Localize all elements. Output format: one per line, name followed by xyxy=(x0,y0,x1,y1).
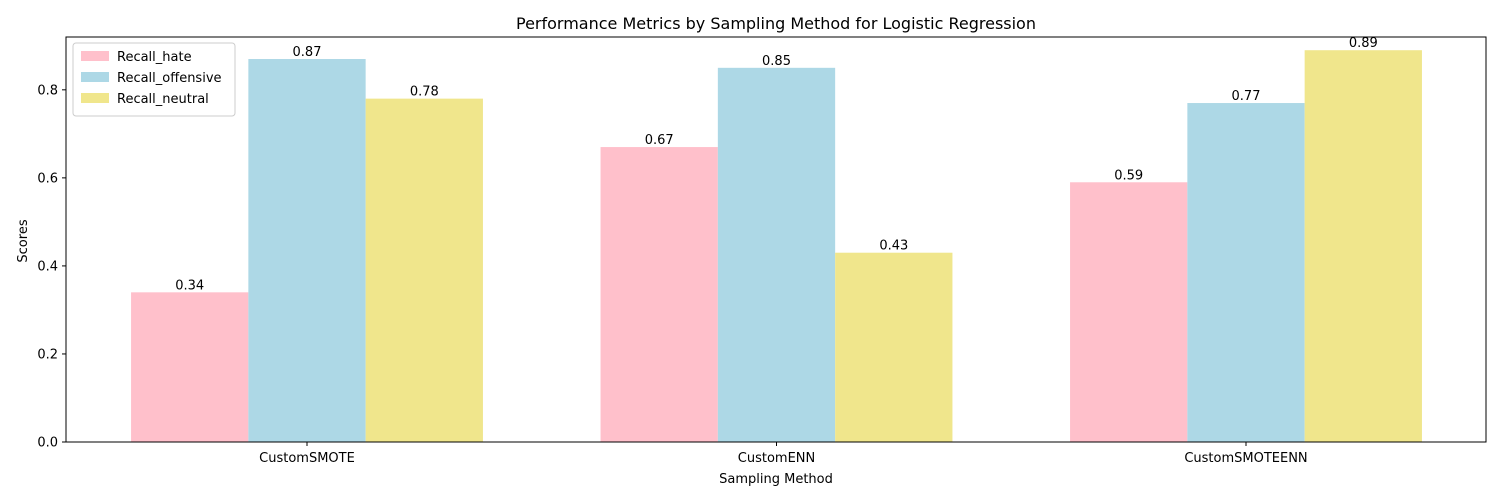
data-label: 0.34 xyxy=(175,278,204,293)
bar-recall-neutral-customenn xyxy=(835,252,953,442)
data-label: 0.59 xyxy=(1114,168,1143,183)
x-axis-label: Sampling Method xyxy=(719,472,833,487)
bar-recall-hate-customsmoteenn xyxy=(1070,182,1188,443)
data-labels-layer: 0.34 0.67 0.59 0.87 0.85 0.77 0.78 0.43 0.89 xyxy=(175,36,1378,293)
y-tick-label: 0.4 xyxy=(37,259,58,274)
data-label: 0.87 xyxy=(293,45,322,60)
bar-recall-hate-customsmote xyxy=(131,292,249,442)
data-label: 0.67 xyxy=(645,133,674,148)
legend-swatch xyxy=(81,93,109,103)
legend: Recall_hate Recall_offensive Recall_neutra… xyxy=(72,42,236,117)
x-tick-label: CustomSMOTE xyxy=(259,451,355,466)
bar-recall-offensive-customenn xyxy=(717,67,836,442)
data-label: 0.89 xyxy=(1349,36,1378,51)
bar-recall-hate-customenn xyxy=(600,147,718,442)
y-tick-label: 0.2 xyxy=(37,347,58,362)
legend-box xyxy=(72,42,236,117)
y-axis-label: Scores xyxy=(16,219,31,262)
bar-recall-neutral-customsmoteenn xyxy=(1304,50,1422,443)
bar-recall-neutral-customsmote xyxy=(365,98,483,442)
x-tick-label: CustomENN xyxy=(738,451,815,466)
data-label: 0.77 xyxy=(1232,89,1261,104)
chart-title: Performance Metrics by Sampling Method f… xyxy=(516,14,1036,33)
y-tick-label: 0.0 xyxy=(37,436,58,451)
legend-label: Recall_hate xyxy=(117,50,192,65)
y-tick-label: 0.6 xyxy=(37,171,58,186)
legend-swatch xyxy=(81,72,109,82)
legend-label: Recall_neutral xyxy=(117,92,209,107)
legend-swatch xyxy=(81,51,109,61)
data-label: 0.43 xyxy=(879,239,908,254)
bar-recall-offensive-customsmoteenn xyxy=(1187,103,1305,443)
axes-layer: 0.0 0.2 0.4 0.6 0.8 CustomSMOTE CustomENN Custo… xyxy=(37,36,1487,466)
bars-layer xyxy=(131,50,1422,443)
data-label: 0.85 xyxy=(762,54,791,69)
bar-recall-offensive-customsmote xyxy=(248,59,366,443)
legend-label: Recall_offensive xyxy=(117,71,222,86)
data-label: 0.78 xyxy=(410,85,439,100)
y-tick-label: 0.8 xyxy=(37,83,58,98)
x-tick-label: CustomSMOTEENN xyxy=(1184,451,1307,466)
